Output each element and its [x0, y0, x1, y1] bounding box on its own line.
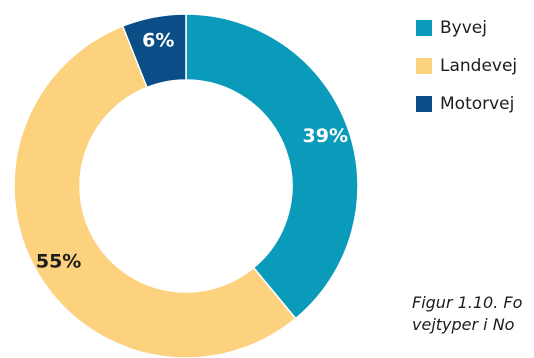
- data-label-byvej: 39%: [303, 125, 348, 147]
- donut-slice-motorvej: [121, 13, 187, 89]
- data-label-landevej: 55%: [36, 250, 81, 272]
- legend-swatch-landevej: [416, 58, 432, 74]
- legend-label-byvej: Byvej: [440, 18, 487, 38]
- caption-line-1: Figur 1.10. Fo: [412, 293, 523, 312]
- donut-slice-landevej: [13, 25, 297, 358]
- legend-label-landevej: Landevej: [440, 56, 518, 76]
- legend-label-motorvej: Motorvej: [440, 94, 515, 114]
- donut-slice-byvej: [185, 13, 359, 320]
- data-label-motorvej: 6%: [142, 30, 174, 52]
- legend-swatch-byvej: [416, 20, 432, 36]
- legend-item-byvej: Byvej: [416, 18, 517, 38]
- legend-item-motorvej: Motorvej: [416, 94, 517, 114]
- caption-line-2: vejtyper i No: [412, 315, 515, 334]
- legend-item-landevej: Landevej: [416, 56, 517, 76]
- figure-caption: Figur 1.10. Fo vejtyper i No: [412, 292, 534, 336]
- chart-legend: Byvej Landevej Motorvej: [416, 18, 517, 132]
- legend-swatch-motorvej: [416, 96, 432, 112]
